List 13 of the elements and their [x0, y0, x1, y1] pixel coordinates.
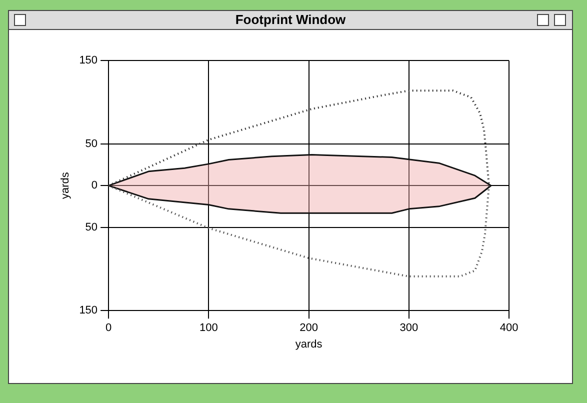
- y-tick-label: 150: [79, 304, 98, 317]
- chart-title: Footprint Window: [229, 12, 352, 27]
- x-tick-label: 100: [199, 322, 218, 334]
- y-tick-label: 150: [79, 54, 98, 67]
- x-axis-title: yards: [295, 338, 323, 350]
- y-tick-label: 50: [85, 138, 98, 150]
- y-axis-title: yards: [60, 172, 72, 200]
- x-tick-label: 400: [500, 322, 518, 334]
- x-tick-label: 300: [400, 322, 418, 334]
- y-tick-label: 50: [85, 221, 98, 234]
- x-tick-label: 200: [300, 322, 318, 334]
- x-tick-label: 0: [105, 322, 112, 334]
- y-tick-label: 0: [91, 180, 98, 192]
